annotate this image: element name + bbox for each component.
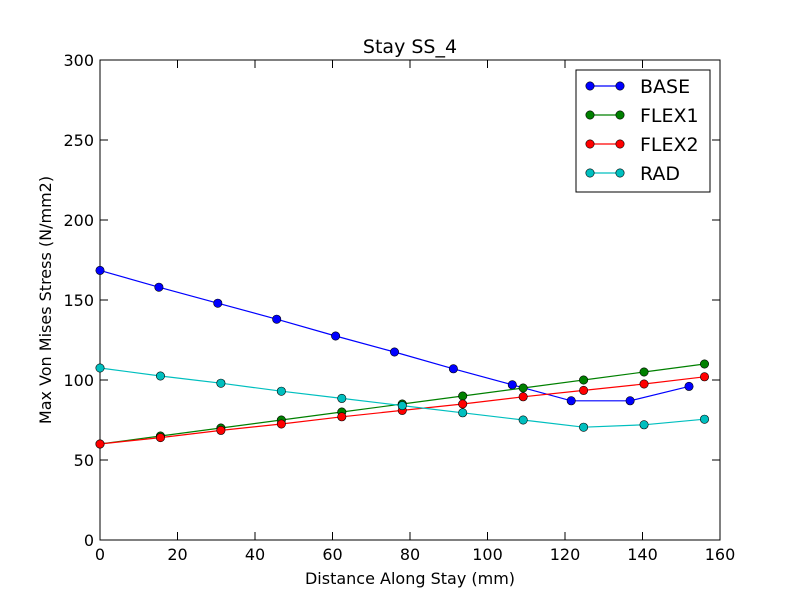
legend-marker-rad [615, 168, 625, 178]
data-point-flex2 [579, 385, 589, 395]
data-point-flex2 [337, 412, 347, 422]
legend-marker-flex2 [615, 139, 625, 149]
y-tick-label: 50 [74, 451, 94, 470]
legend-label-base: BASE [640, 76, 690, 98]
data-point-flex2 [95, 439, 105, 449]
legend-marker-rad [585, 168, 595, 178]
data-series [95, 265, 709, 449]
x-tick-label: 80 [400, 545, 420, 564]
x-axis-label: Distance Along Stay (mm) [305, 569, 515, 588]
legend-marker-base [585, 81, 595, 91]
legend-marker-base [615, 81, 625, 91]
x-tick-label: 0 [95, 545, 105, 564]
data-point-flex2 [518, 392, 528, 402]
data-point-rad [397, 401, 407, 411]
data-point-base [566, 396, 576, 406]
data-point-base [213, 298, 223, 308]
data-point-base [448, 364, 458, 374]
chart-title: Stay SS_4 [363, 36, 457, 58]
x-tick-label: 20 [167, 545, 187, 564]
legend-box [575, 69, 711, 193]
y-tick-label: 0 [84, 531, 94, 550]
data-point-rad [276, 386, 286, 396]
data-point-base [272, 314, 282, 324]
legend-label-rad: RAD [640, 163, 680, 185]
data-point-rad [95, 363, 105, 373]
data-point-flex2 [276, 419, 286, 429]
data-point-flex2 [155, 433, 165, 443]
y-tick-label: 200 [63, 211, 94, 230]
x-tick-label: 120 [550, 545, 581, 564]
legend: BASE FLEX1 FLEX2 RAD [575, 69, 711, 193]
data-point-rad [699, 414, 709, 424]
y-tick-label: 150 [63, 291, 94, 310]
legend-marker-flex2 [585, 139, 595, 149]
x-tick-label: 140 [627, 545, 658, 564]
legend-marker-flex1 [615, 110, 625, 120]
data-point-base [507, 380, 517, 390]
data-point-base [154, 282, 164, 292]
data-point-rad [639, 420, 649, 430]
legend-marker-flex1 [585, 110, 595, 120]
data-point-flex2 [639, 379, 649, 389]
series-rad [95, 363, 709, 432]
data-point-flex1 [579, 375, 589, 385]
data-point-flex1 [458, 391, 468, 401]
data-point-rad [518, 415, 528, 425]
x-tick-label: 60 [322, 545, 342, 564]
data-point-base [389, 347, 399, 357]
data-point-flex1 [639, 367, 649, 377]
data-point-rad [458, 408, 468, 418]
data-point-base [625, 396, 635, 406]
x-tick-label: 160 [705, 545, 736, 564]
y-axis-label: Max Von Mises Stress (N/mm2) [36, 176, 55, 424]
axis-ticks: 0 20 40 60 80 100 120 140 160 0 50 100 150 200 250 300 [63, 51, 735, 564]
data-point-flex1 [518, 383, 528, 393]
x-tick-label: 100 [472, 545, 503, 564]
data-point-rad [155, 371, 165, 381]
data-point-flex2 [216, 425, 226, 435]
data-point-base [331, 331, 341, 341]
series-base [95, 265, 694, 406]
data-point-flex1 [699, 359, 709, 369]
data-point-flex2 [458, 399, 468, 409]
data-point-rad [579, 422, 589, 432]
y-tick-label: 250 [63, 131, 94, 150]
y-tick-label: 300 [63, 51, 94, 70]
legend-label-flex1: FLEX1 [640, 105, 699, 127]
data-point-base [684, 381, 694, 391]
series-flex2 [95, 372, 709, 449]
x-tick-label: 40 [245, 545, 265, 564]
data-point-rad [337, 393, 347, 403]
y-tick-label: 100 [63, 371, 94, 390]
data-point-base [95, 265, 105, 275]
data-point-flex2 [699, 372, 709, 382]
data-point-rad [216, 378, 226, 388]
legend-label-flex2: FLEX2 [640, 134, 699, 156]
